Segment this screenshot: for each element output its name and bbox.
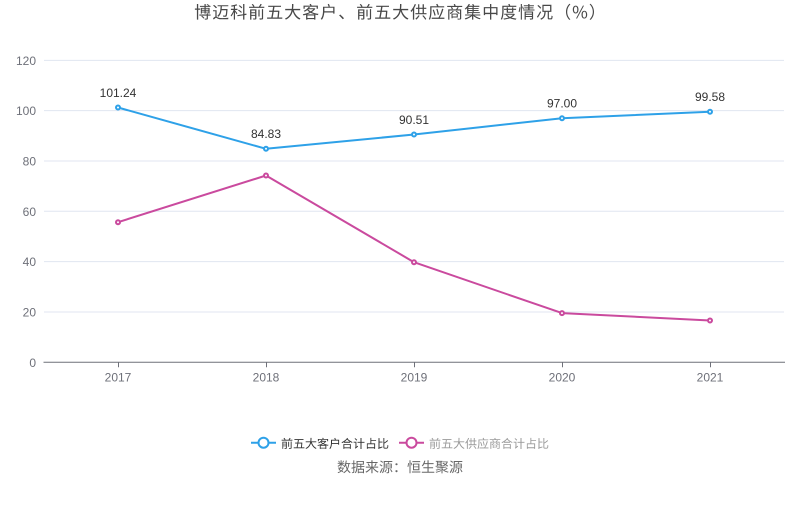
- svg-text:99.58: 99.58: [695, 90, 725, 104]
- svg-text:2017: 2017: [105, 371, 132, 385]
- svg-text:0: 0: [29, 356, 36, 370]
- svg-text:100: 100: [16, 104, 36, 118]
- svg-text:84.83: 84.83: [251, 127, 281, 141]
- svg-text:97.00: 97.00: [547, 97, 577, 111]
- svg-text:120: 120: [16, 54, 36, 68]
- svg-text:2019: 2019: [401, 371, 428, 385]
- svg-text:2021: 2021: [697, 371, 724, 385]
- svg-text:90.51: 90.51: [399, 113, 429, 127]
- svg-text:101.24: 101.24: [100, 86, 137, 100]
- svg-text:40: 40: [23, 255, 37, 269]
- svg-text:80: 80: [23, 155, 37, 169]
- svg-text:20: 20: [23, 306, 37, 320]
- svg-text:60: 60: [23, 205, 37, 219]
- svg-text:2018: 2018: [253, 371, 280, 385]
- svg-text:2020: 2020: [549, 371, 576, 385]
